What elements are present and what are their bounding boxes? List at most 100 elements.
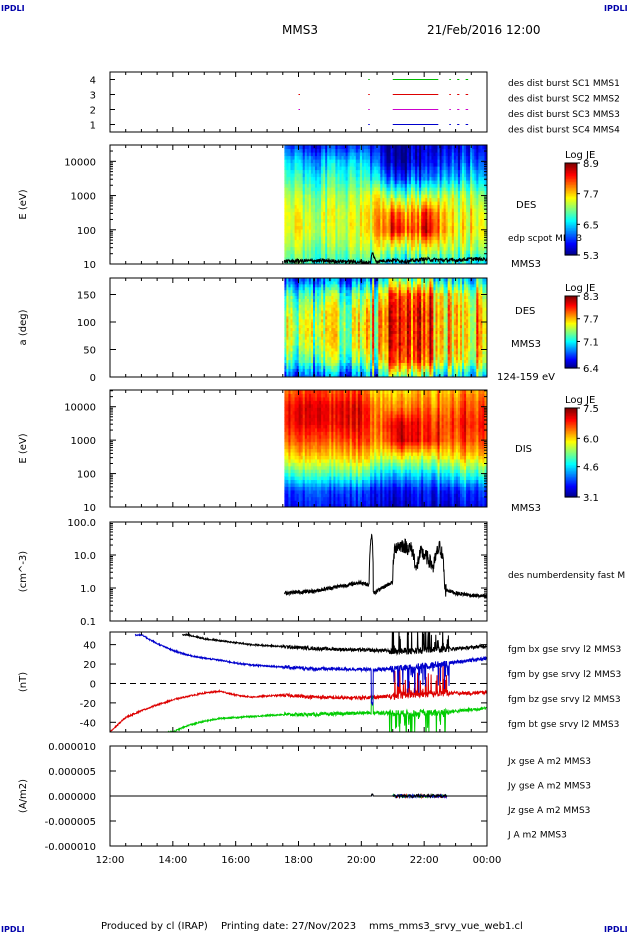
des-spectrogram-cell	[476, 187, 479, 192]
des-spectrogram-cell	[423, 190, 426, 195]
des-spectrogram-cell	[441, 236, 445, 241]
des-spectrogram-cell	[484, 239, 487, 244]
pa-spectrogram-cell	[308, 318, 312, 323]
pa-spectrogram-cell	[317, 356, 320, 361]
des-spectrogram-cell	[353, 166, 357, 171]
pa-spectrogram-cell	[308, 339, 312, 343]
colorbar-cell	[565, 230, 577, 233]
pa-spectrogram-cell	[333, 365, 336, 369]
des-spectrogram-cell	[347, 166, 351, 171]
des-spectrogram-cell	[331, 159, 334, 164]
pa-spectrogram-cell	[323, 365, 326, 369]
des-spectrogram-cell	[347, 204, 351, 209]
des-spectrogram-cell	[451, 218, 455, 223]
des-spectrogram-cell	[406, 215, 410, 220]
pa-spectrogram-cell	[300, 280, 304, 285]
pa-spectrogram-cell	[288, 356, 291, 361]
des-spectrogram-cell	[321, 169, 324, 174]
des-spectrogram-cell	[333, 243, 336, 248]
des-spectrogram-cell	[349, 232, 353, 237]
colorbar-tick-label: 6.5	[583, 220, 599, 231]
des-spectrogram-cell	[431, 166, 434, 171]
des-spectrogram-cell	[370, 243, 373, 248]
des-spectrogram-cell	[392, 239, 396, 244]
pa-spectrogram-column	[335, 278, 338, 377]
colorbar-cell	[565, 192, 577, 195]
pa-spectrogram-column	[341, 278, 345, 377]
des-spectrogram-cell	[376, 215, 379, 220]
des-spectrogram-cell	[415, 180, 418, 185]
des-spectrogram-cell	[357, 239, 361, 244]
des-spectrogram-cell	[288, 159, 291, 164]
des-spectrogram-cell	[372, 215, 375, 220]
pa-spectrogram-cell	[319, 321, 322, 326]
des-spectrogram-cell	[378, 159, 381, 164]
des-spectrogram-cell	[284, 180, 287, 185]
des-spectrogram-cell	[437, 260, 441, 264]
des-spectrogram-cell	[300, 253, 304, 258]
des-spectrogram-cell	[306, 169, 310, 174]
des-spectrogram-cell	[380, 173, 383, 178]
corner-label-top-right: IPDLI	[604, 4, 628, 13]
pa-spectrogram-cell	[308, 307, 312, 311]
des-spectrogram-cell	[357, 183, 361, 188]
des-spectrogram-cell	[431, 176, 434, 181]
pa-spectrogram-cell	[298, 289, 302, 294]
des-spectrogram-cell	[355, 162, 359, 167]
pa-spectrogram-cell	[327, 356, 330, 361]
des-spectrogram-cell	[376, 159, 379, 164]
des-spectrogram-cell	[294, 232, 298, 237]
des-spectrogram-cell	[476, 166, 479, 171]
des-spectrogram-cell	[310, 183, 314, 188]
colorbar-cell	[565, 236, 577, 239]
des-spectrogram-cell	[464, 169, 467, 174]
des-spectrogram-cell	[464, 201, 467, 206]
des-spectrogram-cell	[435, 169, 439, 174]
des-spectrogram-cell	[417, 201, 420, 206]
des-spectrogram-cell	[413, 183, 416, 188]
des-spectrogram-cell	[447, 187, 451, 192]
des-spectrogram-cell	[470, 218, 473, 223]
des-spectrogram-cell	[327, 176, 330, 181]
pa-spectrogram-cell	[353, 362, 357, 366]
des-spectrogram-cell	[298, 253, 302, 258]
des-spectrogram-cell	[415, 211, 418, 216]
des-spectrogram-cell	[482, 176, 485, 181]
des-spectrogram-cell	[417, 246, 420, 251]
des-spectrogram-cell	[302, 215, 306, 220]
des-spectrogram-cell	[380, 257, 383, 262]
des-spectrogram-cell	[290, 176, 294, 181]
pa-spectrogram-cell	[315, 310, 318, 314]
des-spectrogram-cell	[364, 180, 367, 185]
des-spectrogram-cell	[355, 148, 359, 153]
pa-spectrogram-cell	[290, 359, 294, 363]
des-spectrogram-cell	[378, 239, 381, 244]
pa-spectrogram-cell	[321, 374, 324, 377]
pa-spectrogram-cell	[317, 278, 320, 282]
des-spectrogram-cell	[404, 148, 408, 153]
des-spectrogram-cell	[347, 236, 351, 241]
des-spectrogram-cell	[417, 243, 420, 248]
pa-spectrogram-cell	[341, 374, 345, 377]
des-spectrogram-cell	[417, 148, 420, 153]
des-spectrogram-cell	[417, 218, 420, 223]
des-spectrogram-cell	[404, 197, 408, 202]
des-spectrogram-cell	[478, 166, 481, 171]
des-spectrogram-cell	[349, 218, 353, 223]
pa-spectrogram-cell	[331, 286, 334, 291]
des-spectrogram-cell	[298, 218, 302, 223]
pa-spectrogram-cell	[329, 330, 332, 334]
des-spectrogram-cell	[335, 208, 338, 213]
des-spectrogram-cell	[437, 190, 441, 195]
des-spectrogram-cell	[425, 190, 428, 195]
pa-spectrogram-cell	[284, 280, 287, 285]
des-spectrogram-cell	[423, 236, 426, 241]
des-spectrogram-cell	[333, 187, 336, 192]
des-spectrogram-cell	[359, 229, 363, 234]
des-spectrogram-cell	[419, 211, 422, 216]
des-spectrogram-cell	[370, 173, 373, 178]
des-spectrogram-cell	[404, 208, 408, 213]
pa-spectrogram-cell	[333, 278, 336, 282]
pa-spectrogram-cell	[349, 324, 353, 329]
des-spectrogram-cell	[343, 176, 347, 181]
